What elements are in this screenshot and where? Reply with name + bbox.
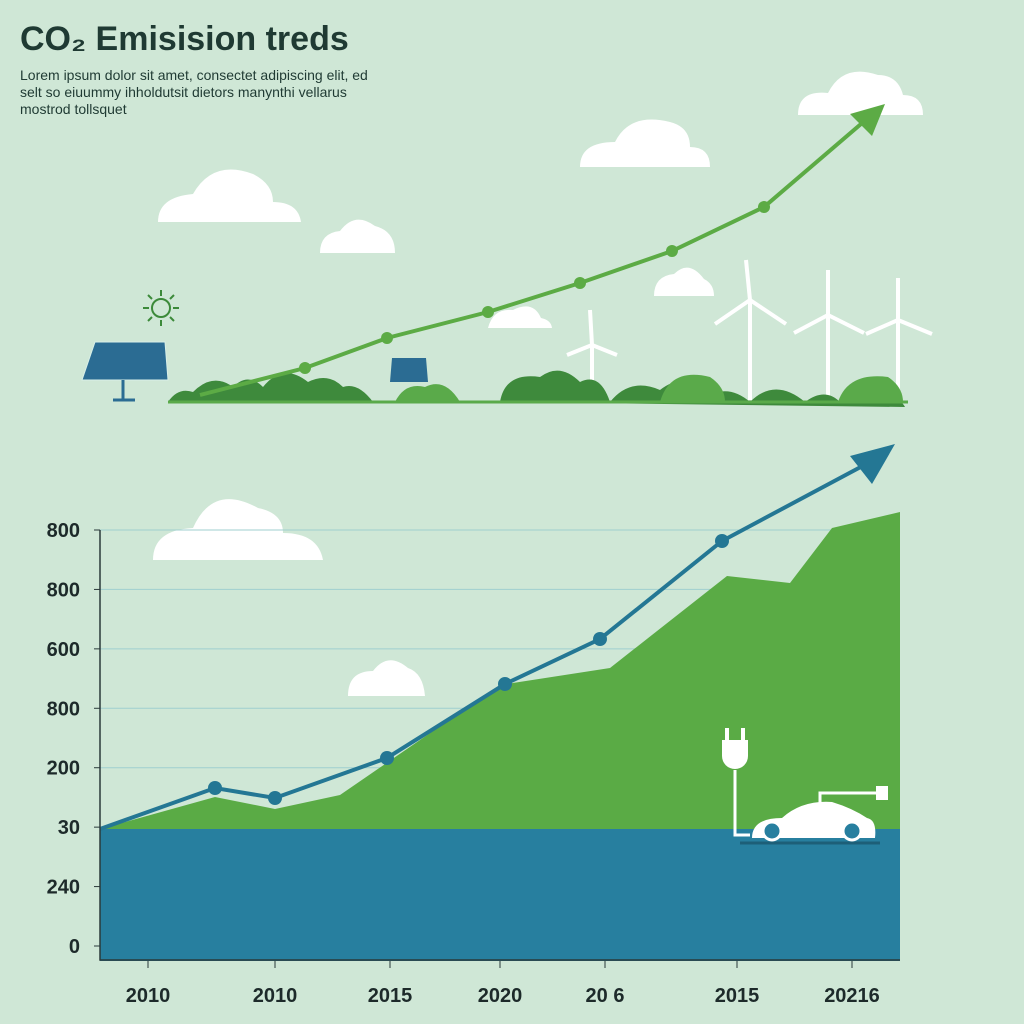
ev-car	[722, 728, 888, 845]
axes	[99, 530, 900, 961]
x-tick-label: 2015	[715, 985, 760, 1007]
subtitle-line: mostrod tollsquet	[20, 101, 127, 117]
y-tick-label: 800	[47, 698, 80, 720]
y-tick-label: 800	[47, 520, 80, 542]
y-tick-label: 600	[47, 639, 80, 661]
subtitle-line: Lorem ipsum dolor sit amet, consectet ad…	[20, 67, 368, 83]
x-tick-label: 20 6	[586, 985, 625, 1007]
blue-band	[100, 829, 900, 961]
green-area	[100, 512, 900, 829]
x-tick-label: 2020	[478, 985, 523, 1007]
x-tick-label: 2015	[368, 985, 413, 1007]
title: CO₂ Emisision treds	[20, 20, 349, 58]
solar-panel	[81, 341, 428, 402]
x-tick-label: 2010	[253, 985, 298, 1007]
y-tick-label: 0	[69, 936, 80, 958]
x-tick-label: 20216	[824, 985, 880, 1007]
wind-turbines	[566, 259, 933, 400]
y-tick-label: 30	[58, 817, 80, 839]
y-tick-label: 200	[47, 758, 80, 780]
trend-line-lower	[99, 444, 895, 831]
subtitle-line: selt so eiuummy ihholdutsit dietors many…	[20, 84, 347, 100]
bushes	[168, 370, 908, 407]
y-tick-label: 240	[47, 877, 80, 899]
x-tick-label: 2010	[126, 985, 171, 1007]
sun	[143, 290, 179, 326]
axis-labels: 800 800 600 800 200 30 240 0 2010 2010 2015 2020 20 …	[47, 520, 880, 1007]
y-tick-label: 800	[47, 579, 80, 601]
trend-line-upper	[199, 104, 885, 397]
